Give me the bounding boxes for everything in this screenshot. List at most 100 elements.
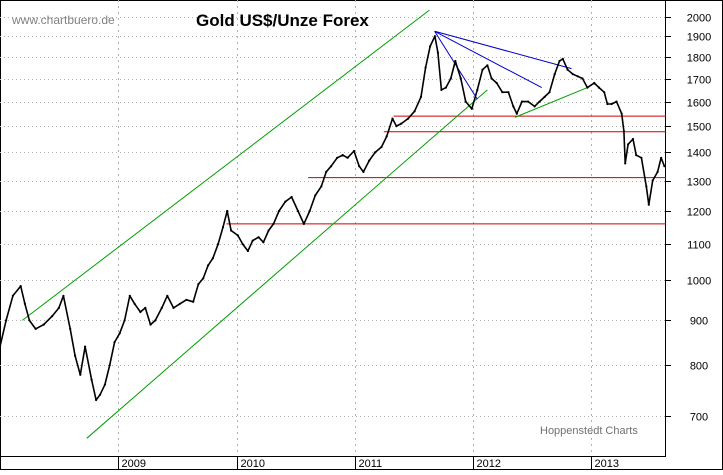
price-point [341, 154, 344, 157]
price-point [620, 112, 623, 115]
price-point [419, 95, 423, 98]
y-tick-label: 1800 [687, 53, 711, 65]
price-point [277, 209, 281, 213]
price-point [257, 236, 260, 239]
y-tick-label: 1700 [687, 75, 711, 87]
price-point [5, 319, 8, 322]
price-point [627, 143, 630, 146]
y-tick-label: 1200 [687, 207, 711, 219]
price-point [512, 105, 515, 108]
price-point [464, 100, 467, 103]
price-point [236, 234, 239, 237]
price-point [553, 73, 556, 76]
price-point [211, 257, 214, 260]
price-point [346, 156, 349, 159]
price-point [362, 170, 365, 173]
price-point [267, 229, 270, 232]
price-point [272, 222, 275, 225]
price-point [413, 110, 416, 113]
price-point [207, 264, 210, 267]
price-point [95, 398, 98, 402]
price-point [647, 203, 650, 206]
price-point [320, 185, 323, 188]
price-point [34, 327, 37, 330]
price-point [217, 243, 220, 246]
price-point [490, 77, 493, 80]
price-point [178, 302, 181, 305]
price-point [42, 323, 45, 326]
price-point [284, 200, 287, 203]
price-point [230, 229, 233, 232]
price-point [470, 107, 473, 110]
x-tick-label: 2010 [241, 458, 265, 470]
price-point [103, 383, 106, 386]
price-point [69, 327, 72, 330]
price-point [606, 102, 609, 106]
price-point [593, 81, 596, 85]
price-point [380, 145, 383, 149]
price-point [19, 285, 22, 288]
price-point [154, 319, 157, 322]
credit-label: Hoppenstedt Charts [540, 425, 638, 437]
price-point [241, 243, 244, 246]
price-point [597, 86, 601, 89]
x-tick-label: 2012 [477, 458, 501, 470]
price-point [246, 249, 249, 253]
price-point [11, 294, 14, 297]
price-point [166, 294, 169, 297]
y-tick-label: 1100 [687, 240, 711, 252]
price-point [645, 185, 648, 188]
price-point [113, 341, 116, 344]
gridlines [0, 0, 666, 456]
y-tick-label: 1500 [687, 122, 711, 134]
price-point [581, 77, 584, 80]
price-point [663, 165, 666, 168]
price-point [226, 209, 229, 213]
price-point [262, 241, 265, 244]
price-point [139, 310, 142, 314]
price-point [436, 51, 439, 54]
price-point [610, 102, 613, 106]
price-point [0, 345, 2, 348]
price-point [336, 156, 339, 159]
price-point [486, 64, 489, 67]
price-point [79, 373, 82, 376]
price-point [314, 194, 317, 197]
price-point [23, 302, 26, 305]
price-point [424, 66, 427, 69]
price-point [90, 378, 93, 381]
price-point [221, 226, 225, 229]
price-point [429, 45, 432, 48]
price-point [566, 68, 569, 71]
price-point [192, 300, 195, 303]
y-tick-label: 900 [690, 316, 708, 328]
price-point [651, 179, 654, 182]
price-point [325, 170, 328, 173]
price-point [543, 95, 546, 98]
price-point [51, 315, 54, 318]
price-point [62, 294, 65, 297]
price-point [635, 154, 638, 157]
price-point [444, 86, 447, 89]
price-point [476, 88, 479, 91]
price-point [385, 135, 388, 138]
price-point [395, 125, 398, 128]
price-point [368, 159, 371, 162]
price-point [586, 86, 589, 89]
y-tick-label: 1600 [687, 98, 711, 110]
price-point [407, 117, 410, 120]
price-point [640, 156, 643, 159]
price-series [0, 35, 666, 402]
price-point [160, 306, 163, 309]
price-point [561, 57, 564, 61]
price-point [296, 209, 300, 213]
price-point [656, 170, 659, 173]
price-point [302, 222, 305, 225]
price-point [84, 345, 87, 348]
price-point [330, 165, 333, 168]
y-tick-label: 700 [690, 412, 708, 424]
price-point [440, 88, 443, 91]
price-point [400, 122, 403, 125]
